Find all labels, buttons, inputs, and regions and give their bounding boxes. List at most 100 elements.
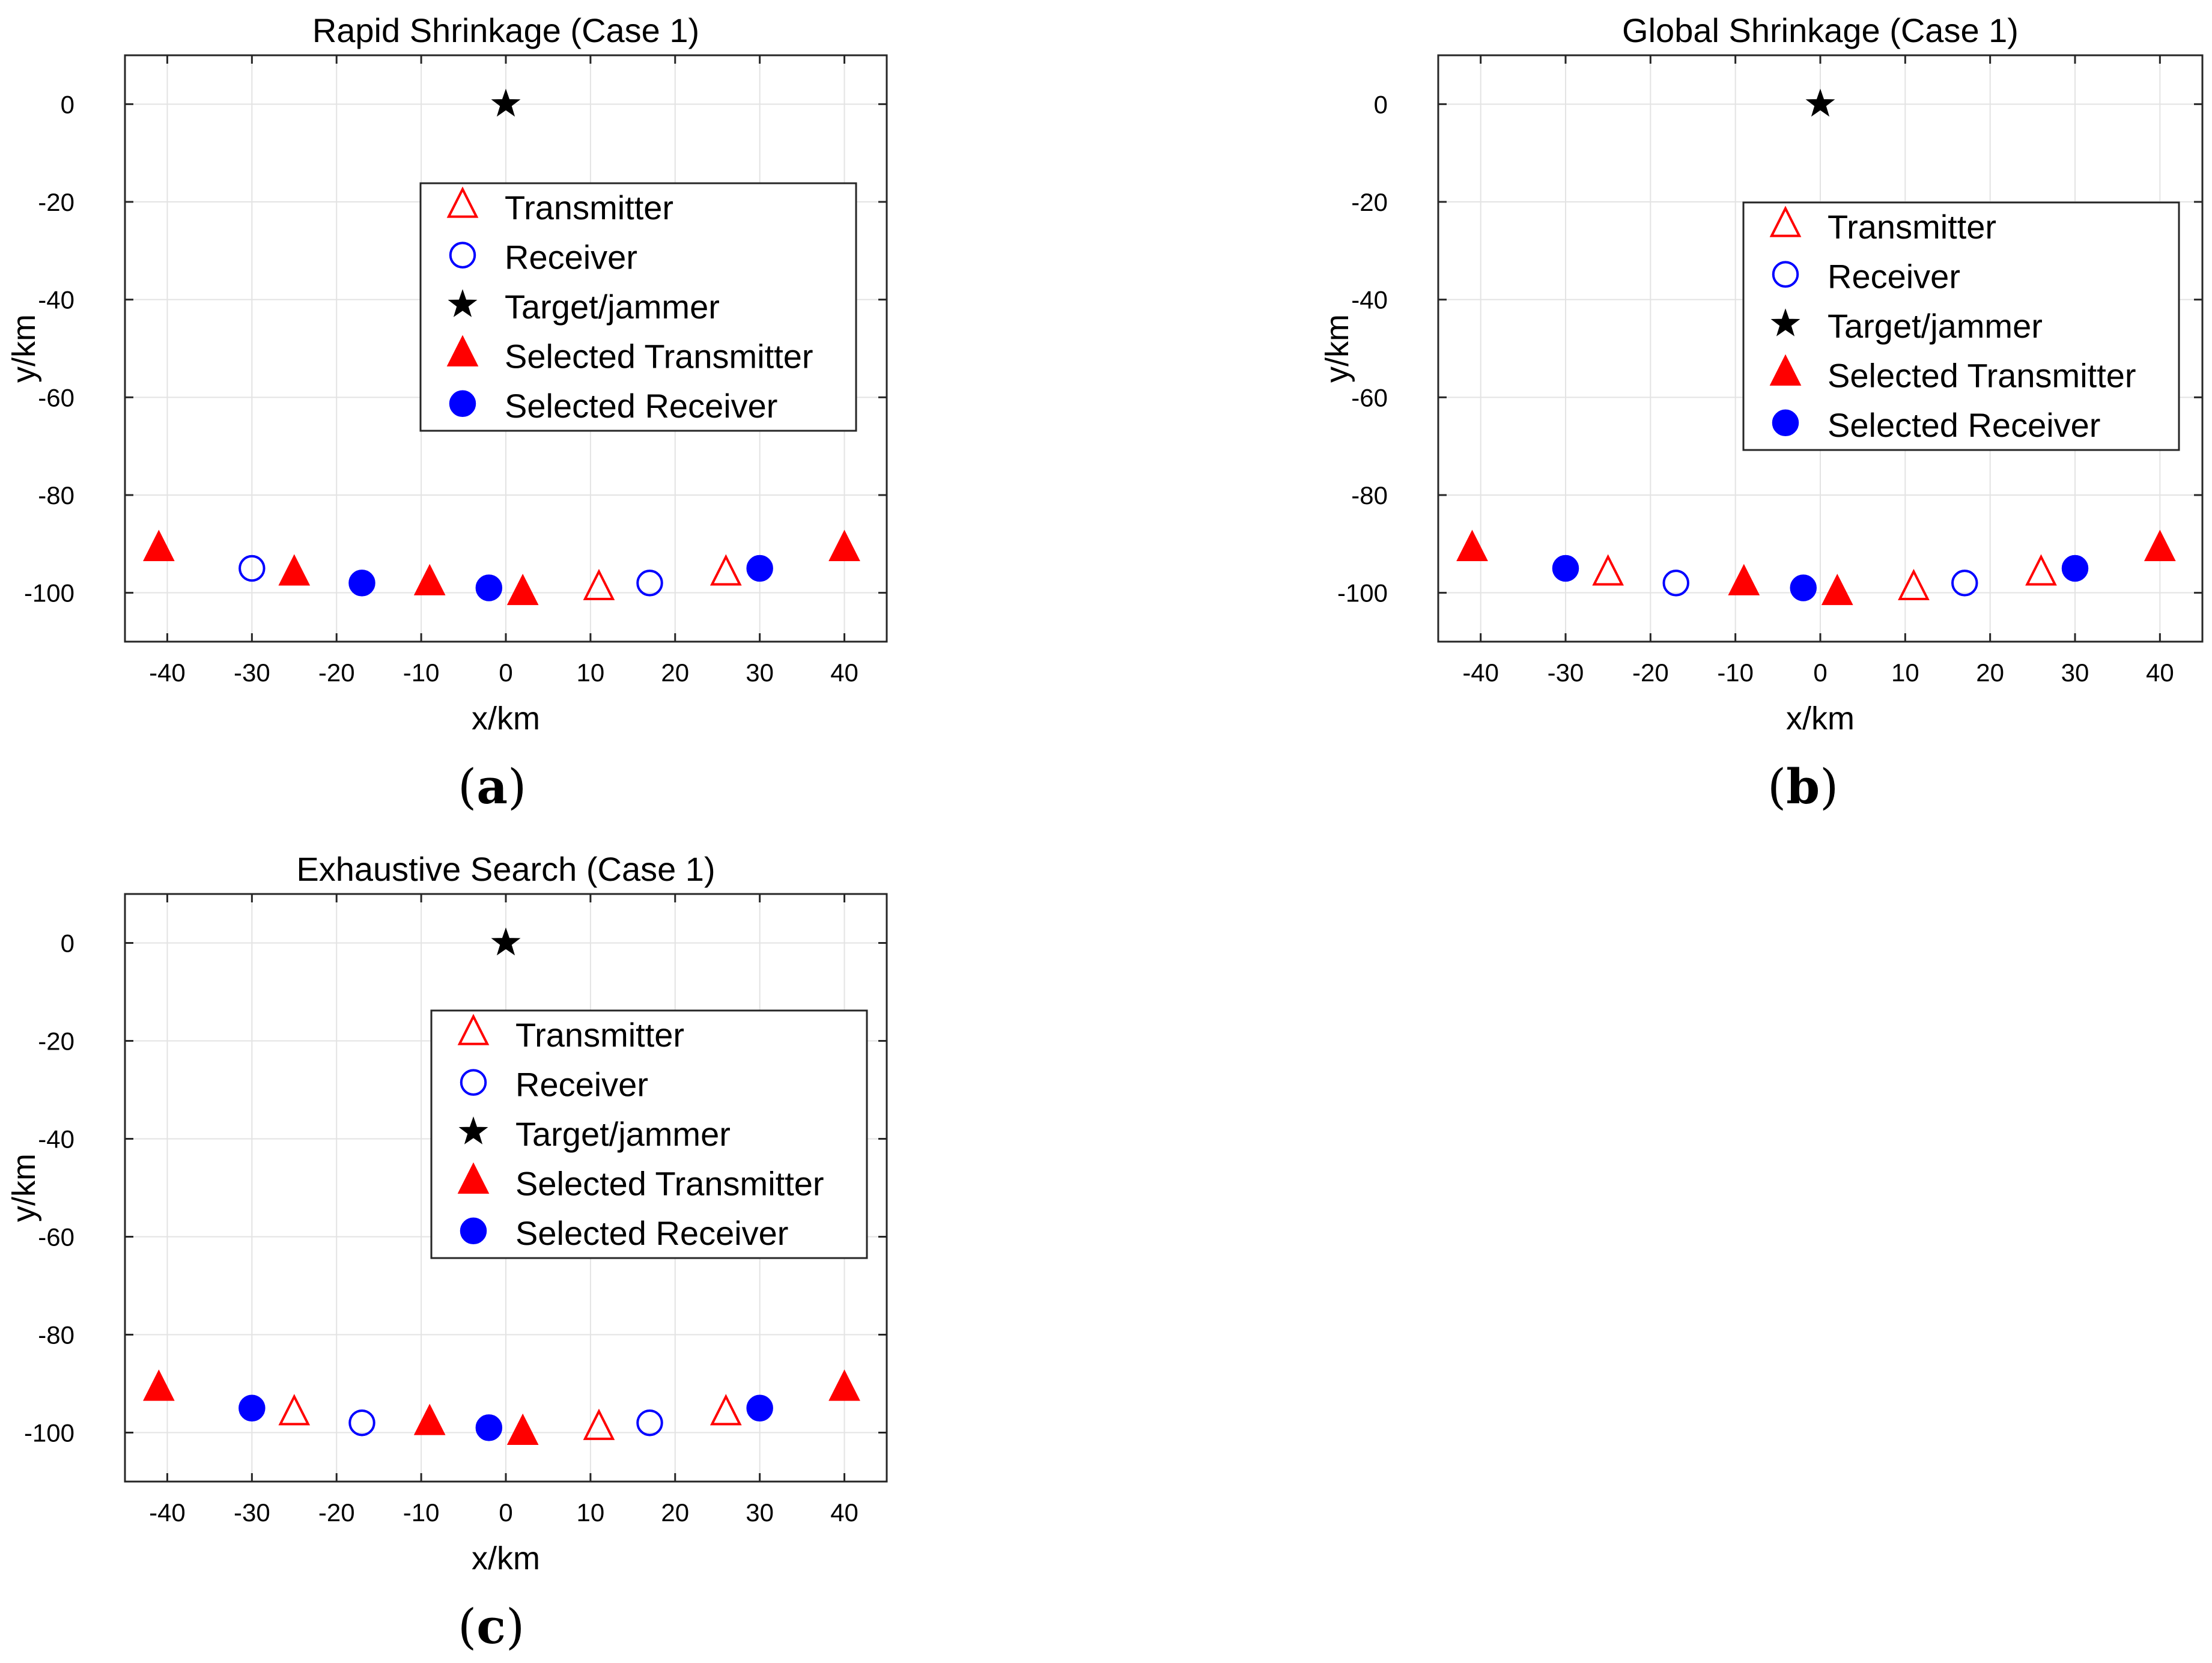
x-axis-label: x/km xyxy=(472,701,540,737)
data-point xyxy=(278,1394,311,1426)
data-point xyxy=(2025,554,2057,586)
x-tick-label: 40 xyxy=(2146,658,2174,687)
legend-label-sel_receiver: Selected Receiver xyxy=(1828,406,2100,444)
y-tick-label: -80 xyxy=(1351,481,1388,509)
legend-marker-receiver xyxy=(1772,261,1799,288)
x-tick-label: 20 xyxy=(1976,658,2004,687)
x-tick-label: -10 xyxy=(403,658,440,687)
legend-marker-transmitter xyxy=(446,186,479,218)
x-tick-label: 10 xyxy=(577,658,605,687)
legend-box xyxy=(430,1009,868,1259)
legend-marker-target xyxy=(458,1116,488,1145)
data-point xyxy=(475,574,503,601)
data-point xyxy=(828,1369,860,1401)
data-point xyxy=(1821,573,1853,606)
x-axis-label: x/km xyxy=(472,1540,540,1576)
x-tick-label: -20 xyxy=(318,1498,355,1527)
y-tick-label: -40 xyxy=(1351,286,1388,314)
y-tick-label: -20 xyxy=(38,188,74,216)
x-axis-label: x/km xyxy=(1786,701,1855,737)
data-point xyxy=(1592,554,1624,586)
panel-letter-b-text: b xyxy=(1786,758,1820,815)
panel-letter-a-text: a xyxy=(476,758,508,815)
y-tick-label: -60 xyxy=(1351,383,1388,412)
y-tick-label: -100 xyxy=(1337,579,1388,607)
y-axis-label: y/km xyxy=(6,314,42,383)
legend-label-transmitter: Transmitter xyxy=(515,1016,684,1054)
x-tick-label: 0 xyxy=(499,658,512,687)
data-point xyxy=(1456,529,1488,561)
legend-marker-target xyxy=(1770,308,1800,336)
legend-label-receiver: Receiver xyxy=(515,1066,648,1104)
y-tick-label: 0 xyxy=(1374,90,1388,118)
legend-label-sel_receiver: Selected Receiver xyxy=(515,1214,788,1252)
legend-label-target: Target/jammer xyxy=(1828,307,2043,345)
y-tick-label: 0 xyxy=(61,929,74,958)
data-point xyxy=(1951,570,1978,597)
legend-label-target: Target/jammer xyxy=(505,288,720,326)
x-tick-label: -40 xyxy=(1462,658,1499,687)
y-axis-label: y/km xyxy=(1319,314,1355,383)
data-point xyxy=(239,555,266,582)
y-tick-label: -100 xyxy=(24,1419,74,1447)
x-tick-label: 10 xyxy=(1891,658,1919,687)
legend-marker-sel_receiver xyxy=(449,390,476,418)
data-point xyxy=(491,88,521,117)
x-tick-label: 40 xyxy=(830,658,858,687)
data-point xyxy=(2061,555,2089,582)
data-point xyxy=(278,554,311,586)
x-tick-label: 30 xyxy=(746,1498,774,1527)
data-point xyxy=(1552,555,1579,582)
x-tick-label: 0 xyxy=(1813,658,1827,687)
chart-title: Exhaustive Search (Case 1) xyxy=(296,850,715,888)
legend-label-sel_transmitter: Selected Transmitter xyxy=(515,1164,824,1202)
data-point xyxy=(491,927,521,956)
chart-title: Global Shrinkage (Case 1) xyxy=(1622,11,2019,49)
x-tick-label: -10 xyxy=(1717,658,1754,687)
panel-letter-b: (b) xyxy=(1767,758,1839,815)
x-tick-label: 40 xyxy=(830,1498,858,1527)
chart-panel-a: -40 -30 -20 -10 0 10 20 30 400-20-40-60-80-100Ra… xyxy=(6,11,888,737)
y-tick-label: -80 xyxy=(38,1321,74,1349)
x-tick-label: -30 xyxy=(234,1498,270,1527)
chart-panel-b: -40 -30 -20 -10 0 10 20 30 400-20-40-60-80-100Gl… xyxy=(1319,11,2204,737)
data-point xyxy=(506,573,539,606)
x-tick-label: 20 xyxy=(661,1498,689,1527)
data-point xyxy=(636,570,663,597)
legend-box xyxy=(419,182,857,432)
legend-marker-receiver xyxy=(449,242,476,269)
legend-label-transmitter: Transmitter xyxy=(505,189,673,226)
legend-marker-transmitter xyxy=(457,1014,490,1045)
y-tick-label: -60 xyxy=(38,383,74,412)
x-tick-label: 30 xyxy=(2061,658,2089,687)
x-tick-label: -20 xyxy=(1632,658,1669,687)
data-point xyxy=(583,1408,615,1440)
x-tick-label: -40 xyxy=(149,1498,186,1527)
data-point xyxy=(1805,88,1835,117)
y-tick-label: -40 xyxy=(38,1125,74,1154)
y-tick-label: -100 xyxy=(24,579,74,607)
panel-letter-a: (a) xyxy=(458,758,527,815)
legend-marker-sel_receiver xyxy=(1772,409,1799,437)
x-tick-label: 30 xyxy=(746,658,774,687)
data-point xyxy=(1898,568,1930,601)
x-tick-label: -40 xyxy=(149,658,186,687)
data-point xyxy=(1728,564,1760,595)
legend-box xyxy=(1742,201,2180,451)
y-tick-label: -80 xyxy=(38,481,74,509)
legend-label-sel_receiver: Selected Receiver xyxy=(505,387,777,425)
chart-panel-c: -40 -30 -20 -10 0 10 20 30 400-20-40-60-80-100Ex… xyxy=(6,850,888,1576)
chart-title: Rapid Shrinkage (Case 1) xyxy=(312,11,699,49)
data-point xyxy=(636,1409,663,1437)
legend-label-transmitter: Transmitter xyxy=(1828,208,1996,246)
legend-marker-target xyxy=(448,289,478,317)
data-point xyxy=(348,1409,375,1437)
legend-marker-sel_transmitter xyxy=(446,335,479,366)
legend-marker-sel_transmitter xyxy=(1769,354,1802,386)
data-point xyxy=(413,1403,446,1435)
legend-marker-sel_receiver xyxy=(460,1217,487,1245)
data-point xyxy=(709,554,742,586)
data-point xyxy=(709,1394,742,1426)
data-point xyxy=(746,1394,773,1421)
legend-label-receiver: Receiver xyxy=(1828,258,1960,296)
